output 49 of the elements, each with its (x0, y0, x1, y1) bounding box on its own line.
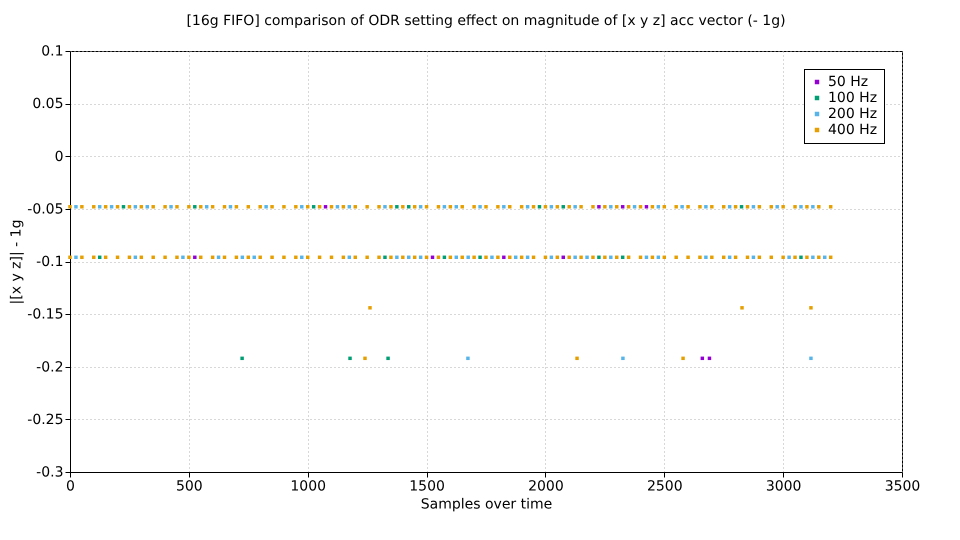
x-axis-title: Samples over time (420, 496, 552, 512)
point (597, 256, 601, 260)
point (383, 256, 387, 260)
point (478, 256, 482, 260)
point (193, 205, 197, 208)
y-tick-label: -0.1 (36, 254, 64, 270)
y-tick-label: -0.25 (27, 412, 64, 428)
x-tick-label: 3000 (766, 478, 802, 494)
point (442, 256, 446, 260)
x-tick-label: 1500 (409, 478, 445, 494)
y-tick-label: -0.05 (27, 201, 64, 218)
point (562, 205, 565, 208)
point (324, 205, 328, 208)
point (502, 256, 506, 260)
x-tick-label: 2000 (528, 478, 564, 494)
legend-label: 200 Hz (828, 106, 878, 122)
y-tick-label: -0.15 (27, 306, 64, 323)
point (799, 256, 803, 260)
x-tick-label: 3500 (884, 478, 920, 494)
point (644, 205, 648, 208)
y-axis-title: |[x y z]| - 1g (8, 220, 24, 304)
point (407, 205, 410, 208)
x-tick-label: 1000 (290, 478, 326, 494)
point (193, 256, 197, 260)
point (620, 205, 624, 208)
legend-label: 400 Hz (828, 122, 878, 138)
y-tick-label: 0.05 (32, 96, 64, 112)
chart-title: [16g FIFO] comparison of ODR setting effect on magnitude of [x y z] acc vector (- 1g) (186, 13, 786, 29)
x-tick-label: 0 (66, 478, 75, 494)
point (98, 256, 102, 260)
y-tick-label: -0.3 (36, 464, 64, 480)
point (395, 205, 399, 208)
point (386, 356, 390, 360)
point (348, 356, 352, 360)
point (700, 356, 704, 360)
point (740, 205, 744, 208)
x-tick-label: 500 (176, 478, 203, 494)
point (708, 356, 712, 360)
y-tick-label: 0 (54, 148, 64, 165)
point (240, 356, 244, 360)
point (597, 205, 601, 208)
y-tick-label: -0.2 (36, 359, 64, 376)
point (562, 256, 565, 260)
x-tick-label: 2500 (646, 478, 683, 494)
y-tick-label: 0.1 (41, 44, 64, 60)
legend-label: 50 Hz (828, 74, 868, 90)
point (312, 205, 316, 208)
legend-label: 100 Hz (828, 90, 878, 106)
point (620, 256, 624, 260)
